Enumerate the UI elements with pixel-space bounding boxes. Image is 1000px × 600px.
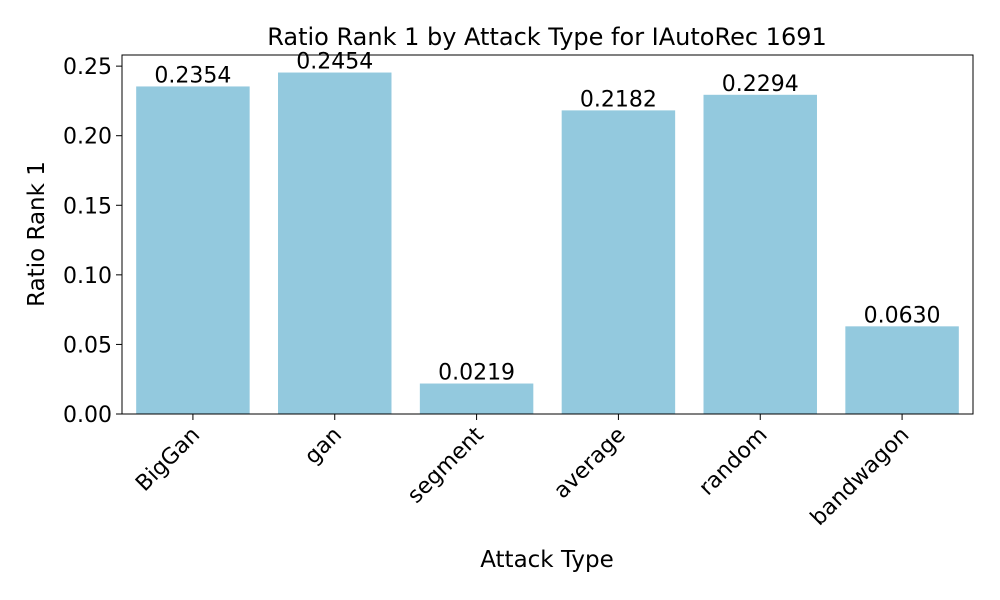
- x-tick-label-random: random: [694, 423, 772, 501]
- y-tick-label: 0.00: [63, 403, 112, 428]
- x-tick-label-biggan: BigGan: [131, 423, 205, 497]
- x-tick-label-bandwagon: bandwagon: [806, 423, 914, 531]
- data-label-biggan: 0.2354: [154, 63, 231, 88]
- data-label-random: 0.2294: [722, 72, 799, 97]
- y-tick-label: 0.05: [63, 333, 112, 358]
- x-tick-label-average: average: [549, 423, 630, 504]
- x-axis: BigGan gan segment average random bandwagon: [131, 414, 914, 531]
- plot-frame: [121, 54, 974, 415]
- bar-average: [561, 110, 676, 415]
- y-tick-label: 0.25: [63, 55, 112, 80]
- bar-biggan: [136, 86, 250, 414]
- bar-bandwagon: [845, 326, 959, 414]
- bar-segment: [419, 383, 534, 414]
- y-tick-label: 0.15: [63, 194, 112, 219]
- chart-title: Ratio Rank 1 by Attack Type for IAutoRec…: [267, 23, 827, 51]
- x-tick-label-segment: segment: [403, 422, 489, 508]
- x-axis-label: Attack Type: [480, 547, 614, 573]
- data-label-average: 0.2182: [580, 87, 657, 112]
- y-axis-label: Ratio Rank 1: [24, 161, 50, 307]
- y-tick-label: 0.20: [63, 125, 112, 150]
- data-label-segment: 0.0219: [438, 361, 515, 386]
- bar-random: [703, 94, 817, 414]
- x-tick-label-gan: gan: [300, 423, 347, 470]
- value-labels: 0.2354 0.2454 0.0219 0.2182 0.2294 0.0630: [154, 50, 940, 386]
- data-label-gan: 0.2454: [296, 50, 373, 75]
- bar-gan: [278, 72, 392, 414]
- y-tick-label: 0.10: [63, 264, 112, 289]
- bars: [136, 72, 959, 415]
- data-label-bandwagon: 0.0630: [864, 303, 941, 328]
- y-axis: 0.00 0.05 0.10 0.15 0.20 0.25: [63, 55, 122, 428]
